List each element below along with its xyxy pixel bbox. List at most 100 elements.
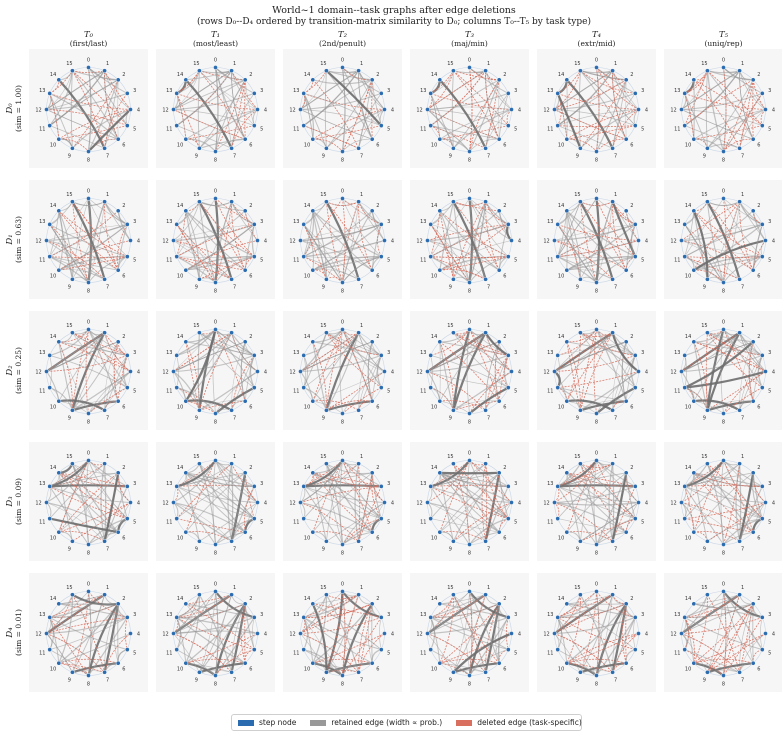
step-node bbox=[623, 208, 629, 214]
node-label: 6 bbox=[376, 536, 379, 542]
node-label: 5 bbox=[514, 650, 517, 656]
node-label: 2 bbox=[757, 465, 760, 471]
retained-edge bbox=[342, 329, 382, 388]
deleted-edge bbox=[58, 138, 89, 152]
retained-edge bbox=[693, 472, 763, 520]
retained-edge bbox=[71, 108, 131, 149]
step-node bbox=[56, 601, 62, 607]
retained-edge bbox=[185, 223, 255, 271]
retained-edge bbox=[300, 460, 343, 503]
step-node bbox=[174, 385, 180, 390]
deleted-edge bbox=[430, 486, 509, 519]
deleted-edge bbox=[312, 125, 382, 140]
retained-edge bbox=[566, 472, 627, 533]
step-node bbox=[505, 254, 511, 259]
step-node bbox=[356, 145, 361, 151]
node-label: 13 bbox=[420, 350, 426, 356]
deleted-edge bbox=[49, 93, 60, 140]
step-node bbox=[636, 631, 641, 636]
step-node bbox=[301, 615, 307, 620]
step-node bbox=[369, 660, 375, 666]
retained-edge bbox=[198, 603, 246, 673]
node-label: 14 bbox=[558, 72, 564, 78]
step-node bbox=[679, 369, 684, 374]
retained-edge bbox=[427, 92, 509, 111]
retained-edge bbox=[739, 70, 754, 140]
node-label: 11 bbox=[420, 388, 426, 394]
retained-edge bbox=[427, 240, 486, 280]
step-node bbox=[102, 407, 107, 413]
row-sim-label: (sim = 0.01) bbox=[14, 609, 23, 656]
node-label: 6 bbox=[122, 536, 125, 542]
column-label: T₁ bbox=[211, 30, 220, 40]
step-node bbox=[578, 407, 583, 413]
retained-edge bbox=[185, 210, 200, 280]
step-node bbox=[705, 538, 710, 544]
deleted-edge bbox=[300, 633, 359, 673]
legend-item-deleted: deleted edge (task-specific) bbox=[456, 718, 582, 727]
retained-edge bbox=[608, 463, 614, 542]
retained-edge bbox=[439, 210, 454, 280]
retained-edge bbox=[554, 70, 613, 110]
node-label: 0 bbox=[595, 581, 598, 587]
step-node bbox=[428, 385, 434, 390]
node-label: 2 bbox=[122, 596, 125, 602]
step-node bbox=[632, 91, 638, 96]
node-label: 0 bbox=[468, 319, 471, 325]
retained-edge bbox=[176, 79, 246, 126]
node-label: 15 bbox=[701, 585, 707, 591]
retained-edge bbox=[303, 617, 309, 650]
deleted-edge bbox=[566, 332, 581, 402]
retained-edge bbox=[72, 332, 105, 411]
node-label: 13 bbox=[420, 88, 426, 94]
node-label: 15 bbox=[193, 585, 199, 591]
node-label: 3 bbox=[260, 88, 263, 94]
step-node bbox=[70, 68, 75, 74]
step-node bbox=[183, 208, 189, 214]
retained-edge bbox=[430, 70, 454, 94]
step-node bbox=[174, 353, 180, 358]
legend-deleted-swatch bbox=[456, 719, 473, 726]
deleted-edge bbox=[326, 332, 382, 356]
retained-edge bbox=[312, 400, 343, 414]
node-label: 7 bbox=[487, 154, 490, 160]
node-label: 7 bbox=[487, 416, 490, 422]
retained-edge bbox=[748, 603, 754, 664]
deleted-edge bbox=[684, 617, 689, 650]
deleted-edge bbox=[72, 502, 131, 542]
deleted-edge bbox=[72, 201, 119, 271]
step-node bbox=[86, 411, 91, 416]
node-label: 8 bbox=[468, 550, 471, 556]
retained-edge bbox=[326, 70, 359, 74]
node-label: 2 bbox=[249, 72, 252, 78]
step-node bbox=[124, 353, 130, 358]
step-node bbox=[759, 222, 765, 227]
node-label: 0 bbox=[722, 188, 725, 194]
retained-edge bbox=[692, 210, 709, 280]
retained-edge bbox=[452, 329, 471, 411]
retained-edge bbox=[72, 463, 105, 542]
deleted-edge bbox=[342, 617, 382, 676]
deleted-edge bbox=[439, 460, 470, 533]
node-label: 12 bbox=[289, 369, 295, 375]
step-node bbox=[555, 91, 561, 96]
deleted-edge bbox=[469, 67, 473, 152]
node-label: 7 bbox=[106, 416, 109, 422]
column-sublabel: (first/last) bbox=[70, 39, 108, 48]
retained-edge bbox=[185, 594, 201, 664]
node-label: 15 bbox=[193, 323, 199, 329]
retained-edge bbox=[199, 332, 255, 356]
deleted-edge bbox=[439, 210, 454, 280]
node-label: 3 bbox=[387, 612, 390, 618]
retained-edge bbox=[611, 472, 628, 542]
deleted-edge bbox=[371, 472, 382, 519]
deleted-edge bbox=[593, 329, 597, 414]
retained-edge bbox=[596, 594, 613, 676]
retained-edge bbox=[554, 501, 627, 533]
node-label: 2 bbox=[757, 596, 760, 602]
retained-edge bbox=[430, 486, 470, 545]
deleted-edge bbox=[104, 201, 119, 271]
column-headers: T₀(first/last)T₁(most/least)T₂(2nd/penul… bbox=[70, 30, 743, 48]
